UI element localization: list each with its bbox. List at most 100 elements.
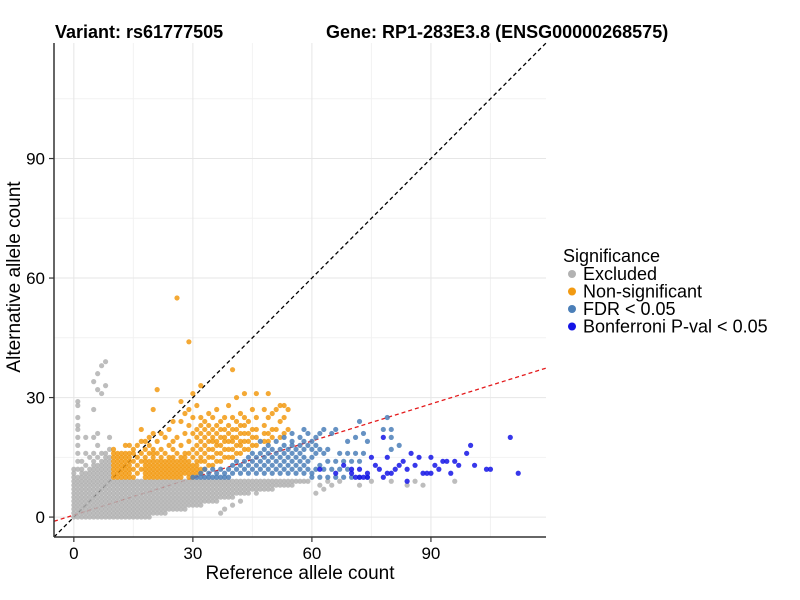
point-series-0 (95, 454, 101, 460)
point-series-2 (202, 466, 208, 472)
point-series-1 (214, 438, 220, 444)
point-series-0 (142, 506, 148, 512)
point-series-0 (170, 502, 176, 508)
point-series-0 (237, 486, 244, 492)
point-series-0 (83, 462, 89, 468)
point-series-2 (289, 442, 295, 448)
point-series-0 (174, 490, 180, 496)
point-series-0 (130, 506, 136, 512)
point-series-0 (182, 502, 188, 508)
point-series-0 (218, 482, 224, 488)
point-series-1 (122, 466, 129, 472)
point-series-1 (218, 418, 224, 425)
point-series-1 (182, 458, 188, 464)
point-series-0 (261, 482, 267, 488)
point-series-0 (75, 458, 81, 464)
point-series-1 (146, 462, 152, 468)
point-series-0 (154, 494, 160, 500)
point-series-2 (388, 446, 394, 452)
point-series-1 (222, 426, 228, 433)
point-series-0 (218, 494, 224, 500)
point-series-0 (95, 387, 101, 393)
point-series-0 (99, 363, 105, 369)
point-series-3 (436, 466, 442, 472)
point-series-2 (249, 466, 255, 472)
point-series-0 (142, 510, 148, 516)
point-series-0 (178, 502, 184, 508)
point-series-1 (277, 402, 283, 409)
point-series-0 (154, 510, 160, 516)
point-series-0 (102, 506, 109, 512)
chart-title-variant: Variant: rs61777505 (55, 22, 223, 42)
point-series-1 (162, 466, 168, 472)
point-series-1 (142, 458, 148, 464)
point-series-1 (150, 450, 156, 456)
point-series-0 (130, 478, 136, 484)
point-series-1 (178, 454, 184, 460)
point-series-0 (91, 462, 97, 468)
point-series-0 (91, 478, 97, 484)
point-series-0 (162, 490, 168, 496)
point-series-2 (218, 466, 224, 472)
point-series-0 (329, 482, 335, 488)
point-series-0 (91, 486, 97, 492)
point-series-0 (87, 486, 93, 492)
point-series-0 (99, 494, 105, 500)
point-series-1 (138, 426, 144, 433)
point-series-1 (118, 466, 125, 472)
point-series-0 (222, 478, 228, 484)
point-series-1 (118, 474, 125, 480)
point-series-0 (102, 498, 109, 504)
point-series-0 (79, 486, 85, 492)
point-series-1 (174, 474, 180, 480)
point-series-0 (225, 486, 232, 492)
point-series-1 (241, 438, 248, 444)
point-series-0 (142, 514, 148, 520)
point-series-0 (122, 486, 129, 492)
point-series-0 (130, 494, 136, 500)
point-series-1 (150, 430, 156, 437)
point-series-0 (225, 494, 232, 500)
point-series-0 (75, 510, 81, 516)
point-series-0 (214, 482, 220, 488)
point-series-1 (186, 422, 192, 429)
point-series-1 (190, 430, 196, 437)
point-series-1 (229, 454, 236, 460)
point-series-0 (79, 514, 85, 520)
point-series-1 (198, 438, 204, 444)
point-series-2 (309, 470, 315, 476)
point-series-1 (150, 406, 156, 413)
point-series-0 (102, 458, 109, 464)
point-series-2 (321, 466, 327, 472)
point-series-2 (345, 438, 351, 444)
point-series-0 (83, 502, 89, 508)
point-series-0 (198, 482, 204, 488)
point-series-1 (225, 454, 232, 460)
point-series-0 (265, 482, 271, 488)
point-series-0 (114, 490, 121, 496)
point-series-2 (229, 462, 236, 468)
point-series-0 (71, 482, 77, 488)
point-series-1 (214, 450, 220, 456)
point-series-0 (87, 470, 93, 476)
point-series-1 (126, 450, 132, 456)
point-series-0 (257, 478, 263, 484)
point-series-1 (118, 450, 125, 456)
point-series-0 (110, 494, 117, 500)
point-series-0 (102, 494, 109, 500)
point-series-1 (245, 430, 252, 437)
legend-label-0: Excluded (583, 264, 657, 284)
point-series-0 (114, 486, 121, 492)
point-series-1 (138, 438, 144, 444)
point-series-0 (114, 494, 121, 500)
point-series-0 (162, 494, 168, 500)
point-series-0 (106, 498, 113, 504)
point-series-1 (253, 426, 259, 433)
point-series-0 (110, 482, 117, 488)
point-series-0 (75, 502, 81, 508)
point-series-0 (150, 482, 156, 488)
point-series-0 (95, 510, 101, 516)
point-series-0 (71, 478, 77, 484)
point-series-0 (206, 486, 212, 492)
x-tick-label: 60 (302, 544, 321, 563)
